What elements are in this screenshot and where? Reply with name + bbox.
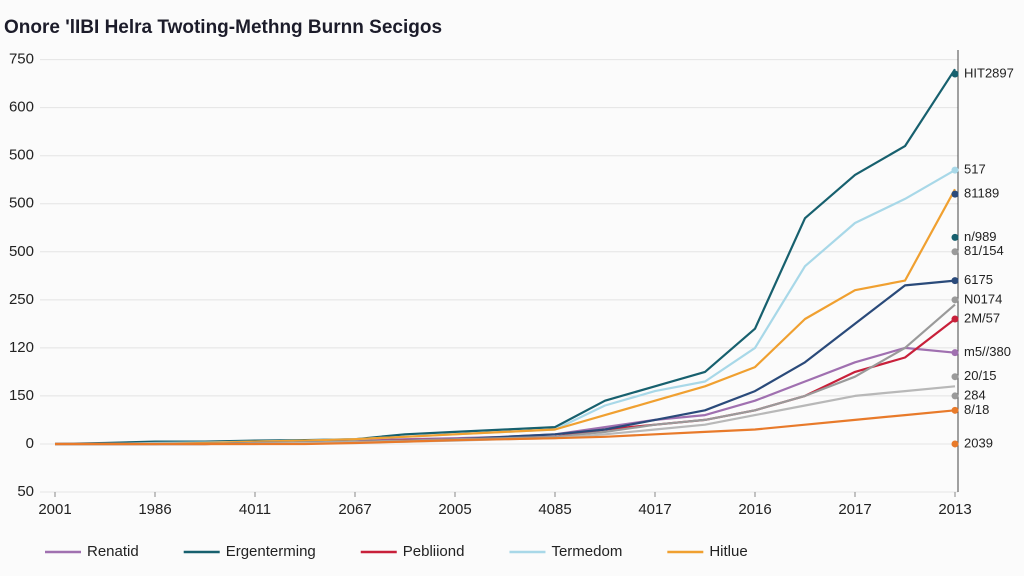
annotation: 2039	[964, 435, 993, 450]
series-line	[55, 188, 956, 446]
y-tick-label: 500	[9, 195, 34, 212]
annotation-dot	[951, 190, 959, 198]
x-tick-label: 2013	[938, 501, 971, 518]
y-tick-label: 120	[9, 339, 34, 356]
annotation: m5//380	[964, 344, 1011, 359]
annotation-dot	[951, 349, 959, 357]
annotation: HIT2897	[964, 65, 1014, 80]
annotation-dot	[951, 70, 959, 78]
y-tick-label: 500	[9, 243, 34, 260]
series-line	[55, 318, 956, 446]
y-tick-label: 150	[9, 387, 34, 404]
annotation: 2M/57	[964, 310, 1000, 325]
x-tick-label: 4017	[638, 501, 671, 518]
annotation: 81189	[964, 186, 999, 201]
annotation: 6175	[964, 272, 993, 287]
x-tick-label: 2001	[38, 501, 71, 518]
x-tick-label: 1986	[138, 501, 171, 518]
x-tick-label: 2005	[438, 501, 471, 518]
x-tick-label: 4011	[239, 501, 271, 518]
series-line	[55, 279, 956, 446]
chart-title: Onore 'lIBI Helra Twoting-Methng Burnn S…	[4, 17, 442, 38]
annotation: 517	[964, 162, 986, 177]
series-line	[55, 385, 956, 446]
legend-label: Hitlue	[709, 543, 747, 560]
annotation-dot	[951, 277, 959, 285]
annotation-dot	[951, 392, 959, 400]
series-line	[55, 409, 956, 446]
legend-label: Renatid	[87, 543, 139, 560]
y-tick-label: 600	[9, 99, 34, 116]
x-tick-label: 2016	[738, 501, 771, 518]
annotation: 20/15	[964, 368, 997, 383]
annotation: N0174	[964, 291, 1002, 306]
y-tick-label: 750	[9, 51, 34, 68]
annotation: 81/154	[964, 243, 1004, 258]
annotation-dot	[951, 406, 959, 414]
annotation: n/989	[964, 229, 997, 244]
x-tick-label: 4085	[538, 501, 571, 518]
annotation-dot	[951, 296, 959, 304]
annotation: 284	[964, 387, 986, 402]
annotation-dot	[951, 315, 959, 323]
annotation-dot	[951, 440, 959, 448]
legend-label: Ergenterming	[226, 543, 316, 560]
annotation-dot	[951, 166, 959, 174]
annotation-dot	[951, 233, 959, 241]
y-tick-label: 500	[9, 147, 34, 164]
annotation: 8/18	[964, 402, 989, 417]
x-tick-label: 2017	[838, 501, 871, 518]
legend-label: Pebliiond	[403, 543, 465, 560]
y-tick-label: 0	[26, 435, 34, 452]
annotation-dot	[951, 248, 959, 256]
y-tick-label: 50	[17, 483, 34, 500]
x-tick-label: 2067	[338, 501, 371, 518]
y-tick-label: 250	[9, 291, 34, 308]
annotation-dot	[951, 373, 959, 381]
legend-label: Termedom	[551, 543, 622, 560]
